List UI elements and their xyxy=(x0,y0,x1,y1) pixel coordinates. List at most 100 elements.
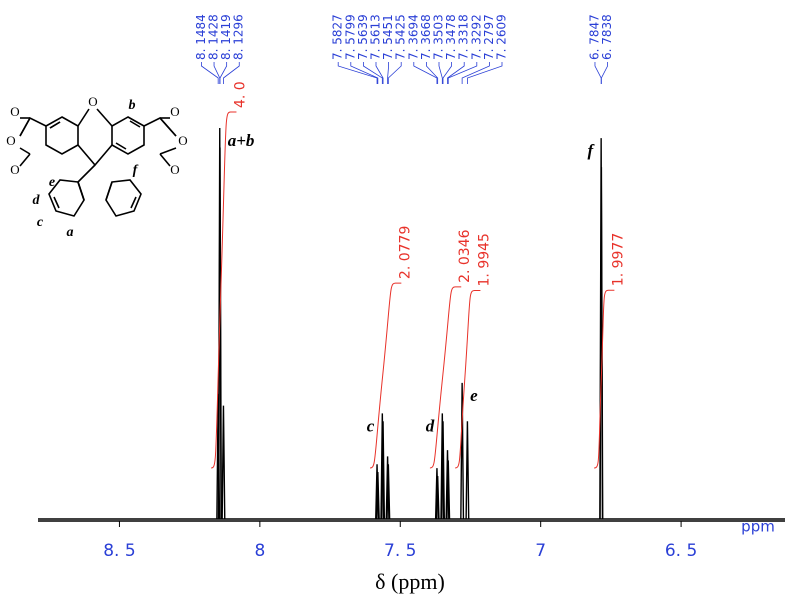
peak xyxy=(375,472,380,520)
x-tick-label: 7 xyxy=(535,541,546,561)
peak-label-leader xyxy=(362,62,383,84)
integral-curve xyxy=(211,111,237,469)
peak-label: 8. 1419 xyxy=(219,14,233,60)
integral-label: 2. 0346 xyxy=(457,229,473,283)
structure-label: c xyxy=(37,215,44,230)
bond xyxy=(143,117,177,137)
peak-label-leader xyxy=(337,62,378,84)
peak-label: 7. 2797 xyxy=(482,14,496,60)
peak-label-leader xyxy=(223,62,240,84)
peak-label: 7. 2609 xyxy=(494,14,508,60)
integral-curve xyxy=(594,289,615,469)
peak-label: 8. 1484 xyxy=(194,14,208,60)
integral-curve xyxy=(369,282,402,469)
atom: O xyxy=(170,162,179,177)
integral-label: 1. 9945 xyxy=(476,233,492,286)
peak-label-leader xyxy=(447,62,478,84)
bond xyxy=(111,116,145,155)
peak xyxy=(386,464,391,520)
structure-label: f xyxy=(133,163,139,178)
structure-label: e xyxy=(49,175,55,190)
structure-label: d xyxy=(33,193,41,208)
peak-label: 7. 3318 xyxy=(457,14,471,60)
peak-label-leader xyxy=(442,62,452,84)
peak-label-leader xyxy=(387,62,402,84)
peak-label-leader xyxy=(219,62,228,84)
peak-label-leader xyxy=(350,62,379,84)
peak-label: 7. 3694 xyxy=(406,14,420,60)
atom: O xyxy=(6,133,15,148)
peak-label: 7. 5827 xyxy=(331,14,345,60)
assignment-label: a+b xyxy=(228,131,255,150)
atom: O xyxy=(10,162,19,177)
bond xyxy=(115,142,127,150)
peak-label-leader xyxy=(600,62,608,84)
peak xyxy=(441,421,446,520)
bond xyxy=(159,153,171,167)
peak xyxy=(446,460,451,520)
peak-label-leader xyxy=(467,62,503,84)
peak-label: 7. 5799 xyxy=(343,14,357,60)
bond xyxy=(19,116,47,137)
peak-label-leader xyxy=(387,62,389,84)
bond xyxy=(77,108,90,127)
peak-label: 8. 1296 xyxy=(232,14,246,60)
peak xyxy=(460,382,465,520)
peak-label: 7. 5425 xyxy=(394,14,408,60)
assignment-label: f xyxy=(587,141,595,160)
bond xyxy=(53,196,60,209)
x-tick-label: 6. 5 xyxy=(665,541,697,561)
peak xyxy=(465,421,470,520)
assignment-label: c xyxy=(367,416,375,435)
bond xyxy=(48,179,85,217)
bond xyxy=(105,179,142,217)
peak-label-leader xyxy=(213,62,221,84)
peak-label: 7. 5613 xyxy=(368,14,382,60)
assignment-label: d xyxy=(426,416,435,435)
atom: O xyxy=(170,104,179,119)
bond xyxy=(19,117,31,137)
structure-label: a xyxy=(67,225,74,240)
atom: O xyxy=(178,133,187,148)
peak-label-leader xyxy=(201,62,219,84)
peak-label: 6. 7838 xyxy=(600,14,614,60)
bond xyxy=(159,147,177,155)
peak-label: 7. 3292 xyxy=(469,14,483,60)
peak-label: 6. 7847 xyxy=(587,14,601,60)
x-tick-label: 8. 5 xyxy=(103,541,135,561)
unit-label: ppm xyxy=(741,518,775,536)
atom: O xyxy=(10,104,19,119)
peak xyxy=(221,405,226,520)
peak-label: 7. 5451 xyxy=(381,14,395,60)
peak-label-leader xyxy=(594,62,602,84)
peak-label: 7. 5639 xyxy=(356,14,370,60)
x-axis-label: δ (ppm) xyxy=(375,569,445,594)
peak-label: 8. 1428 xyxy=(207,14,221,60)
integral-curve xyxy=(429,286,462,469)
peak-label-leader xyxy=(447,62,465,84)
bond xyxy=(77,144,113,167)
integral-label: 4. 0 xyxy=(232,81,248,108)
peak xyxy=(435,475,440,520)
peak xyxy=(375,464,380,520)
structure-label: b xyxy=(129,98,136,113)
structure: O O O O O O O a b c d e f xyxy=(6,94,187,240)
bond xyxy=(19,153,31,167)
peak xyxy=(381,421,386,520)
bond xyxy=(49,121,61,129)
peak-label-leader xyxy=(375,62,384,84)
bond xyxy=(45,116,79,155)
peak-label: 7. 3478 xyxy=(444,14,458,60)
integral-label: 2. 0779 xyxy=(397,226,413,279)
peak-label-leader xyxy=(413,62,438,84)
x-tick-label: 8 xyxy=(254,541,265,561)
integral-curve xyxy=(455,289,481,469)
assignment-label: e xyxy=(470,386,478,405)
bond xyxy=(77,164,96,201)
x-tick-label: 7. 5 xyxy=(384,541,416,561)
integral-label: 1. 9977 xyxy=(610,233,626,286)
peak-label-leader xyxy=(425,62,439,84)
bond xyxy=(159,117,177,137)
peak-label-leader xyxy=(461,62,490,84)
